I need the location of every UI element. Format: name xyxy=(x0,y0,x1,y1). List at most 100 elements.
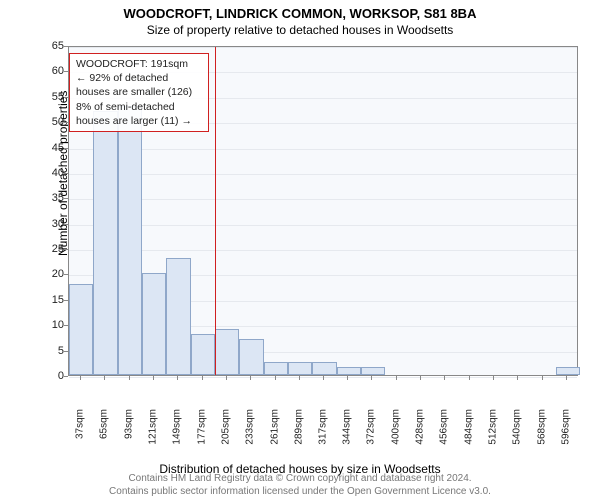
y-tick-mark xyxy=(64,97,68,98)
x-tick-mark xyxy=(275,376,276,380)
x-tick-label: 484sqm xyxy=(463,409,474,445)
x-tick-label: 289sqm xyxy=(294,409,305,445)
histogram-bar xyxy=(288,362,312,375)
histogram-bar xyxy=(215,329,239,375)
gridline xyxy=(69,225,577,226)
annotation-box: WOODCROFT: 191sqm← 92% of detached house… xyxy=(69,53,209,132)
y-tick-mark xyxy=(64,325,68,326)
gridline xyxy=(69,149,577,150)
histogram-bar xyxy=(166,258,190,375)
x-tick-label: 37sqm xyxy=(75,409,86,439)
x-tick-label: 428sqm xyxy=(414,409,425,445)
histogram-bar xyxy=(69,284,93,375)
y-tick-mark xyxy=(64,198,68,199)
attribution-line-1: Contains HM Land Registry data © Crown c… xyxy=(0,473,600,486)
x-tick-mark xyxy=(177,376,178,380)
x-tick-mark xyxy=(371,376,372,380)
y-tick-mark xyxy=(64,249,68,250)
reference-line xyxy=(215,47,216,375)
y-tick-mark xyxy=(64,224,68,225)
y-tick-mark xyxy=(64,173,68,174)
attribution-line-2: Contains public sector information licen… xyxy=(0,486,600,499)
x-tick-label: 456sqm xyxy=(439,409,450,445)
y-tick-mark xyxy=(64,300,68,301)
gridline xyxy=(69,199,577,200)
x-tick-mark xyxy=(153,376,154,380)
y-tick-label: 5 xyxy=(34,345,64,357)
gridline xyxy=(69,47,577,48)
x-tick-mark xyxy=(420,376,421,380)
x-tick-label: 65sqm xyxy=(99,409,110,439)
annotation-line: ← 92% of detached houses are smaller (12… xyxy=(76,71,202,99)
x-tick-mark xyxy=(493,376,494,380)
x-tick-mark xyxy=(517,376,518,380)
x-tick-label: 344sqm xyxy=(341,409,352,445)
x-tick-mark xyxy=(323,376,324,380)
annotation-line: WOODCROFT: 191sqm xyxy=(76,57,202,71)
histogram-bar xyxy=(142,273,166,375)
x-tick-label: 149sqm xyxy=(172,409,183,445)
y-tick-label: 20 xyxy=(34,268,64,280)
x-tick-mark xyxy=(542,376,543,380)
x-tick-label: 121sqm xyxy=(148,409,159,445)
x-tick-mark xyxy=(396,376,397,380)
histogram-bar xyxy=(337,367,361,375)
chart: Number of detached properties WOODCROFT:… xyxy=(48,46,578,416)
x-tick-label: 596sqm xyxy=(560,409,571,445)
x-tick-mark xyxy=(80,376,81,380)
x-tick-mark xyxy=(129,376,130,380)
x-tick-mark xyxy=(444,376,445,380)
x-tick-mark xyxy=(566,376,567,380)
histogram-bar xyxy=(93,111,117,375)
y-tick-label: 0 xyxy=(34,370,64,382)
annotation-line: 8% of semi-detached houses are larger (1… xyxy=(76,100,202,128)
y-tick-label: 60 xyxy=(34,65,64,77)
x-tick-label: 540sqm xyxy=(512,409,523,445)
histogram-bar xyxy=(556,367,580,375)
chart-title-sub: Size of property relative to detached ho… xyxy=(0,21,600,41)
x-tick-mark xyxy=(299,376,300,380)
x-tick-mark xyxy=(104,376,105,380)
y-tick-mark xyxy=(64,274,68,275)
histogram-bar xyxy=(264,362,288,375)
y-tick-mark xyxy=(64,122,68,123)
gridline xyxy=(69,250,577,251)
histogram-bar xyxy=(118,106,142,375)
y-tick-mark xyxy=(64,46,68,47)
y-tick-label: 10 xyxy=(34,319,64,331)
y-tick-mark xyxy=(64,376,68,377)
y-tick-mark xyxy=(64,351,68,352)
plot-area: WOODCROFT: 191sqm← 92% of detached house… xyxy=(68,46,578,376)
x-tick-label: 400sqm xyxy=(390,409,401,445)
y-tick-label: 35 xyxy=(34,192,64,204)
x-tick-label: 261sqm xyxy=(269,409,280,445)
x-tick-mark xyxy=(226,376,227,380)
x-tick-label: 93sqm xyxy=(123,409,134,439)
chart-title-block: WOODCROFT, LINDRICK COMMON, WORKSOP, S81… xyxy=(0,0,600,41)
y-tick-label: 40 xyxy=(34,167,64,179)
x-tick-label: 233sqm xyxy=(245,409,256,445)
y-tick-label: 50 xyxy=(34,116,64,128)
x-tick-mark xyxy=(202,376,203,380)
y-tick-label: 25 xyxy=(34,243,64,255)
y-tick-label: 55 xyxy=(34,91,64,103)
x-tick-label: 177sqm xyxy=(196,409,207,445)
y-tick-label: 65 xyxy=(34,40,64,52)
x-tick-mark xyxy=(347,376,348,380)
x-tick-label: 568sqm xyxy=(536,409,547,445)
gridline xyxy=(69,174,577,175)
histogram-bar xyxy=(191,334,215,375)
y-tick-mark xyxy=(64,71,68,72)
x-tick-label: 372sqm xyxy=(366,409,377,445)
chart-title-main: WOODCROFT, LINDRICK COMMON, WORKSOP, S81… xyxy=(0,0,600,21)
x-tick-label: 512sqm xyxy=(487,409,498,445)
y-tick-label: 30 xyxy=(34,218,64,230)
x-tick-label: 205sqm xyxy=(221,409,232,445)
histogram-bar xyxy=(361,367,385,375)
x-tick-mark xyxy=(469,376,470,380)
x-tick-mark xyxy=(250,376,251,380)
y-tick-label: 15 xyxy=(34,294,64,306)
x-tick-label: 317sqm xyxy=(318,409,329,445)
y-tick-label: 45 xyxy=(34,142,64,154)
histogram-bar xyxy=(312,362,336,375)
